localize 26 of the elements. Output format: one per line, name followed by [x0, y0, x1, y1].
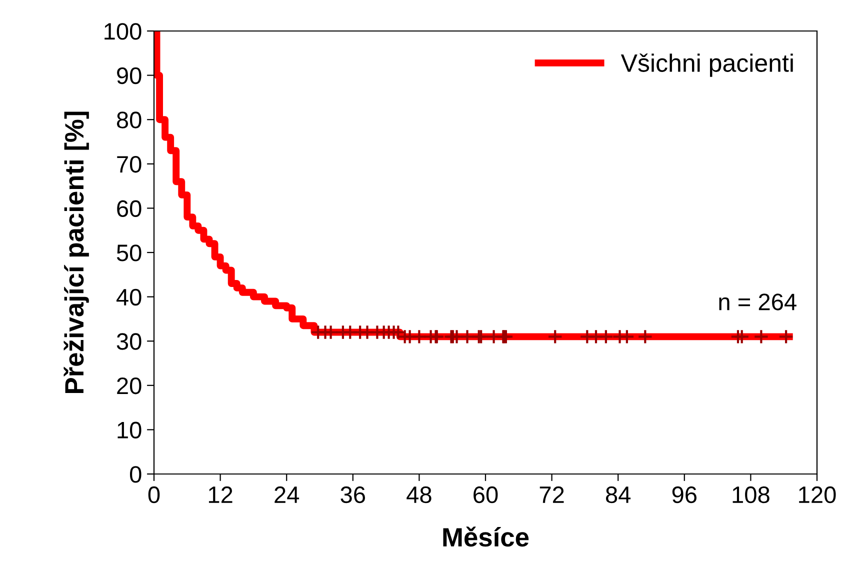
y-tick-label: 30: [116, 333, 142, 350]
x-tick-label: 84: [606, 486, 631, 504]
y-tick-label: 50: [116, 244, 142, 262]
x-tick-label: 60: [474, 486, 498, 504]
x-tick-label: 48: [406, 486, 432, 504]
x-axis-title: Měsíce: [443, 526, 529, 547]
y-tick-label: 10: [118, 422, 142, 438]
y-tick-label: 80: [116, 112, 142, 128]
y-tick-label: 60: [117, 200, 142, 217]
y-axis-title: Přeživající pacienti [%]: [64, 112, 89, 393]
y-tick-label: 40: [116, 288, 142, 306]
legend-label: Všichni pacienti: [620, 54, 793, 77]
y-tick-label: 20: [117, 377, 142, 394]
annotation: n = 264: [719, 294, 796, 310]
x-tick-label: 12: [208, 486, 232, 503]
x-tick-label: 0: [148, 486, 160, 504]
y-tick-label: 70: [117, 156, 142, 173]
x-tick-label: 36: [340, 486, 365, 504]
y-tick-label: 90: [117, 67, 142, 84]
x-tick-label: 108: [732, 486, 770, 504]
y-tick-label: 0: [130, 466, 142, 483]
x-tick-label: 24: [274, 486, 300, 503]
x-tick-label: 120: [799, 486, 836, 504]
y-tick-label: 100: [104, 23, 142, 40]
x-tick-label: 96: [672, 486, 696, 504]
x-tick-label: 72: [540, 486, 564, 503]
